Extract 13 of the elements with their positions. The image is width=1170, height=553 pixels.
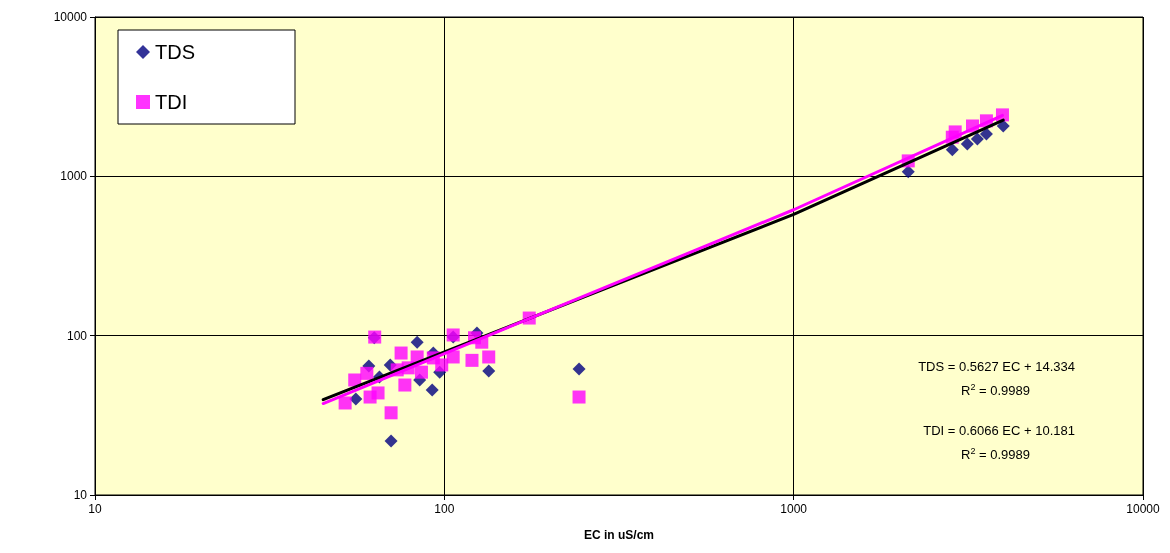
y-tick-label: 100: [66, 328, 88, 343]
y-tick-label: 1000: [60, 169, 88, 184]
x-axis-title: EC in uS/cm: [583, 528, 655, 542]
x-tick-label: 1000: [780, 502, 808, 516]
x-tick-label: 10000: [1126, 502, 1161, 516]
annotation: TDI = 0.6066 EC + 10.181: [923, 423, 1076, 438]
annotation: TDS = 0.5627 EC + 14.334: [918, 359, 1075, 374]
y-tick-label: 10000: [53, 10, 88, 24]
x-tick-label: 100: [434, 502, 455, 516]
legend-label: TDS: [155, 41, 195, 63]
y-tick-label: 10: [73, 488, 88, 502]
legend-label: TDI: [155, 91, 188, 113]
x-tick-label: 10: [88, 502, 102, 516]
